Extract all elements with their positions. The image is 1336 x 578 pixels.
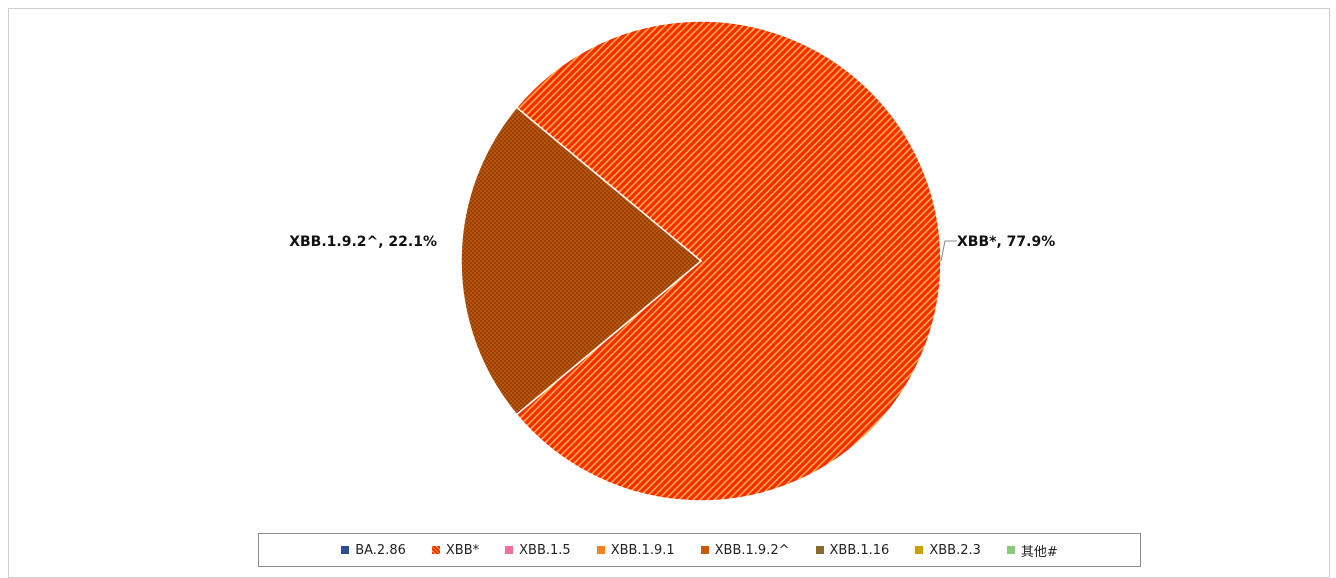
legend: BA.2.86 XBB* XBB.1.5 XBB.1.9.1 XBB.1.9.2^ XBB… bbox=[258, 533, 1141, 567]
pie-slice-xbb bbox=[515, 20, 942, 502]
legend-item-ba-2-86: BA.2.86 bbox=[341, 543, 406, 558]
pie-slice-xbb-1-9-2 bbox=[460, 106, 703, 416]
legend-label: XBB.1.5 bbox=[519, 542, 571, 558]
legend-item-xbb: XBB* bbox=[431, 542, 480, 558]
legend-item-xbb-1-9-2: XBB.1.9.2^ bbox=[700, 542, 790, 558]
legend-swatch bbox=[596, 546, 605, 554]
legend-item-other-7: 其他# bbox=[1006, 541, 1058, 560]
legend-swatch bbox=[431, 546, 440, 554]
legend-swatch bbox=[341, 546, 350, 554]
legend-label: BA.2.86 bbox=[355, 542, 406, 558]
legend-swatch bbox=[505, 546, 514, 554]
legend-label: 其他# bbox=[1020, 544, 1058, 560]
data-label-xbb-1-9-2: XBB.1.9.2^, 22.1% bbox=[289, 234, 437, 250]
legend-swatch bbox=[915, 546, 924, 554]
leader-line-xbb bbox=[940, 240, 957, 262]
legend-label: XBB.1.9.2^ bbox=[714, 542, 790, 558]
legend-item-xbb-1-5: XBB.1.5 bbox=[505, 543, 571, 558]
legend-item-xbb-1-9-1: XBB.1.9.1 bbox=[596, 542, 675, 558]
legend-swatch bbox=[815, 546, 824, 554]
legend-swatch bbox=[700, 546, 709, 554]
chart-area: XBB*, 77.9% XBB.1.9.2^, 22.1% BA.2.86 XBB*… bbox=[8, 8, 1330, 578]
legend-label: XBB* bbox=[445, 542, 480, 558]
data-label-xbb: XBB*, 77.9% bbox=[957, 234, 1055, 250]
pie-chart: XBB*, 77.9% XBB.1.9.2^, 22.1% bbox=[289, 20, 1055, 502]
legend-label: XBB.1.16 bbox=[829, 542, 890, 558]
legend-swatch bbox=[1006, 546, 1015, 554]
legend-label: XBB.1.9.1 bbox=[610, 542, 675, 558]
legend-item-xbb-1-16: XBB.1.16 bbox=[815, 542, 890, 558]
legend-label: XBB.2.3 bbox=[929, 542, 981, 558]
legend-item-xbb-2-3: XBB.2.3 bbox=[915, 543, 981, 558]
